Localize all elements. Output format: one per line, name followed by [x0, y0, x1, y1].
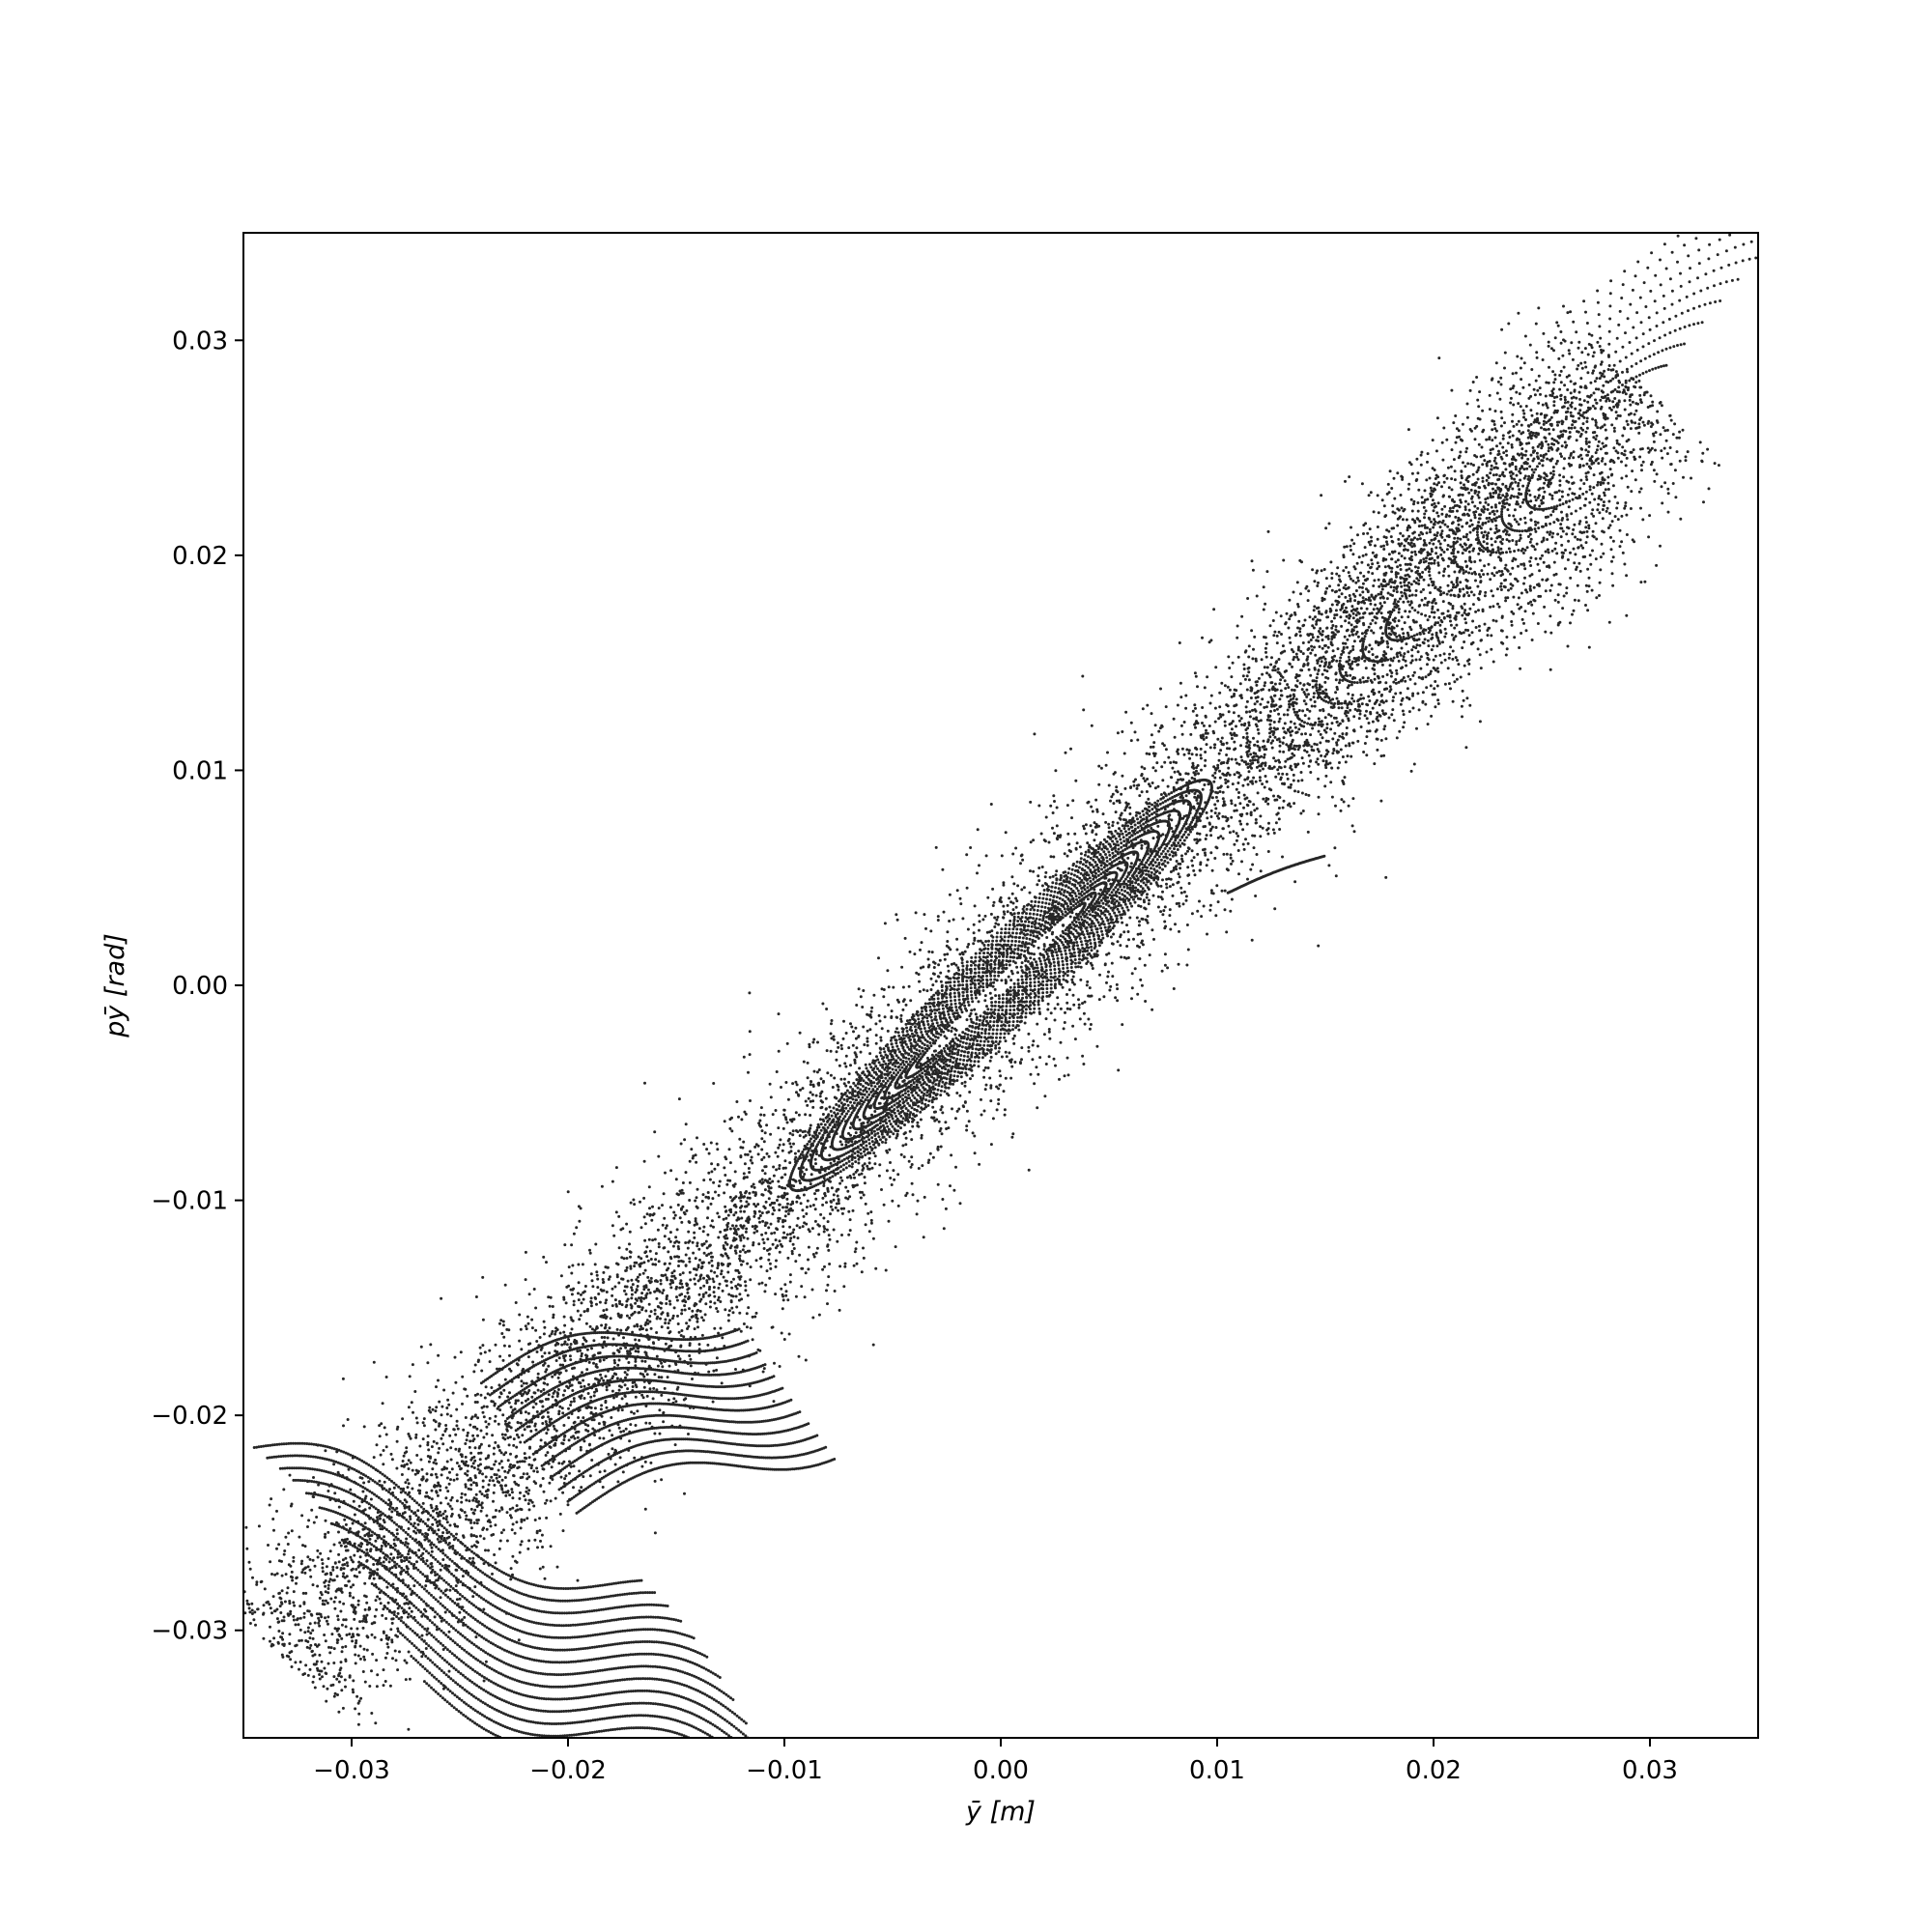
x-axis-label: ȳ [m] [965, 1797, 1036, 1827]
x-tick-label: 0.03 [1622, 1756, 1678, 1785]
x-tick-label: 0.01 [1189, 1756, 1245, 1785]
y-tick-label: 0.00 [172, 972, 228, 1001]
y-tick-label: −0.01 [151, 1187, 228, 1216]
x-tick-label: 0.00 [973, 1756, 1029, 1785]
x-tick-label: −0.01 [746, 1756, 823, 1785]
y-tick-label: 0.02 [172, 542, 228, 571]
y-tick-label: −0.02 [151, 1402, 228, 1431]
x-tick-label: −0.02 [529, 1756, 607, 1785]
y-axis-label: pȳ [rad] [100, 933, 130, 1038]
y-tick-label: 0.01 [172, 756, 228, 785]
x-tick-label: −0.03 [313, 1756, 390, 1785]
x-tick-label: 0.02 [1406, 1756, 1462, 1785]
y-tick-label: −0.03 [151, 1617, 228, 1646]
y-tick-label: 0.03 [172, 327, 228, 355]
